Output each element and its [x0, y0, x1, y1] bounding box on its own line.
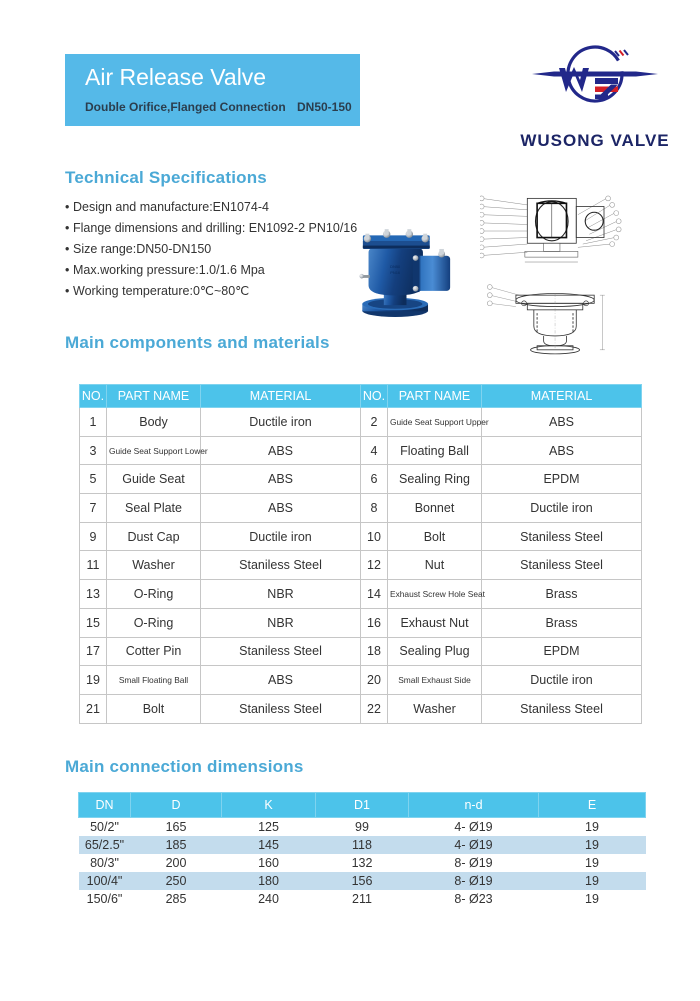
- svg-text:DN50: DN50: [390, 264, 401, 269]
- svg-text:PN16: PN16: [390, 270, 401, 275]
